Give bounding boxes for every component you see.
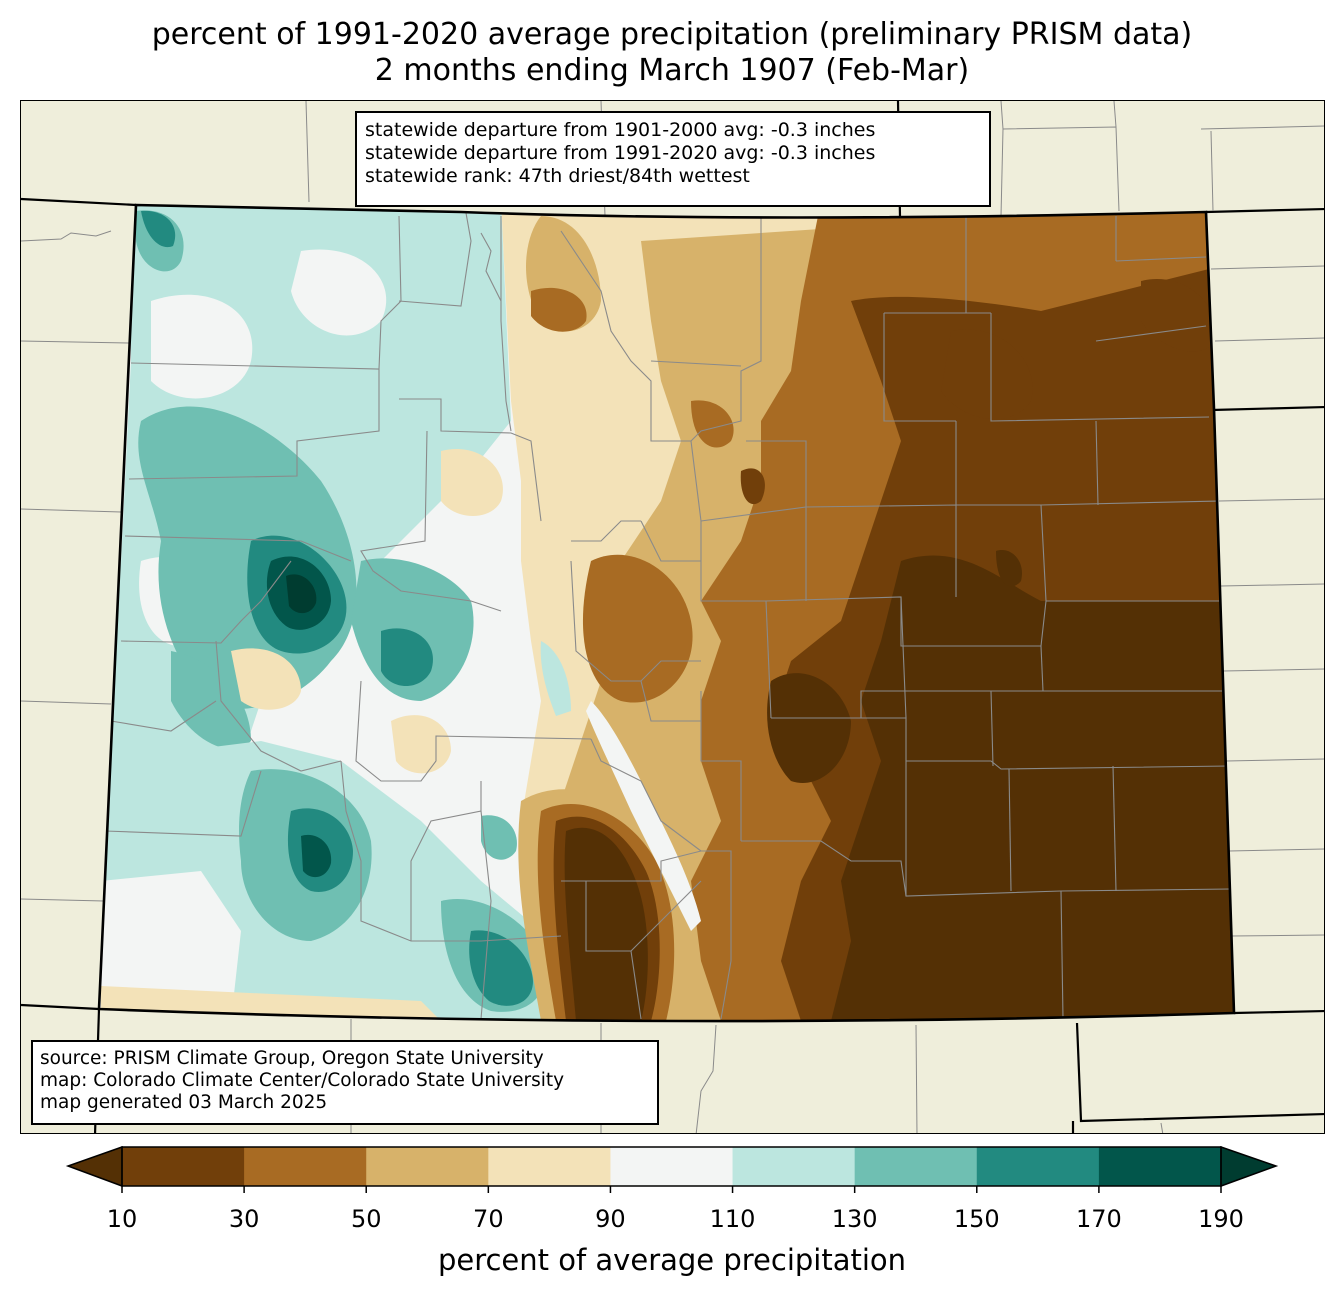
colorbar-bin	[244, 1147, 367, 1186]
stats-line-1: statewide departure from 1901-2000 avg: …	[365, 119, 876, 141]
colorbar-ticks	[121, 1186, 1222, 1193]
colorbar-frame	[121, 1146, 1222, 1187]
colorbar-bin	[732, 1147, 856, 1186]
tick-label: 10	[106, 1205, 138, 1233]
tick-label: 150	[953, 1205, 1000, 1233]
colorbar-bin	[1098, 1147, 1222, 1186]
tick-label: 190	[1198, 1205, 1244, 1233]
source-line-3: map generated 03 March 2025	[40, 1092, 328, 1113]
county-lines	[104, 212, 1232, 1020]
colorbar-bin	[610, 1147, 734, 1186]
precipitation-map	[21, 101, 1324, 1133]
tick-label: 90	[595, 1205, 626, 1233]
colorbar-bin	[488, 1147, 611, 1186]
tick-label: 50	[350, 1205, 382, 1233]
colorbar-bin	[854, 1147, 978, 1186]
title-line-1: percent of 1991-2020 average precipitati…	[151, 17, 1193, 52]
source-box: source: PRISM Climate Group, Oregon Stat…	[31, 1040, 659, 1125]
colorbar-over-arrow	[1220, 1145, 1279, 1188]
colorbar-bin	[366, 1147, 489, 1186]
tick-label: 110	[709, 1205, 756, 1233]
map-panel	[20, 100, 1325, 1134]
colorbar-segments	[122, 1147, 1222, 1186]
colorbar-label: percent of average precipitation	[437, 1243, 907, 1277]
colorbar-bin	[122, 1147, 245, 1186]
precipitation-field	[99, 205, 1234, 1022]
statewide-stats-box: statewide departure from 1901-2000 avg: …	[355, 111, 991, 207]
tick-label: 170	[1075, 1205, 1122, 1233]
state-outline	[97, 203, 1236, 1023]
tick-label: 130	[831, 1205, 878, 1233]
tick-label: 70	[473, 1205, 504, 1233]
stats-line-2: statewide departure from 1991-2020 avg: …	[365, 142, 876, 164]
source-line-1: source: PRISM Climate Group, Oregon Stat…	[40, 1048, 544, 1069]
colorbar	[65, 1145, 1279, 1193]
source-line-2: map: Colorado Climate Center/Colorado St…	[40, 1070, 565, 1091]
colorbar-bin	[976, 1147, 1100, 1186]
stats-line-3: statewide rank: 47th driest/84th wettest	[365, 165, 750, 187]
title-line-2: 2 months ending March 1907 (Feb-Mar)	[374, 53, 970, 88]
colorbar-under-arrow	[65, 1145, 123, 1188]
tick-label: 30	[228, 1205, 260, 1233]
